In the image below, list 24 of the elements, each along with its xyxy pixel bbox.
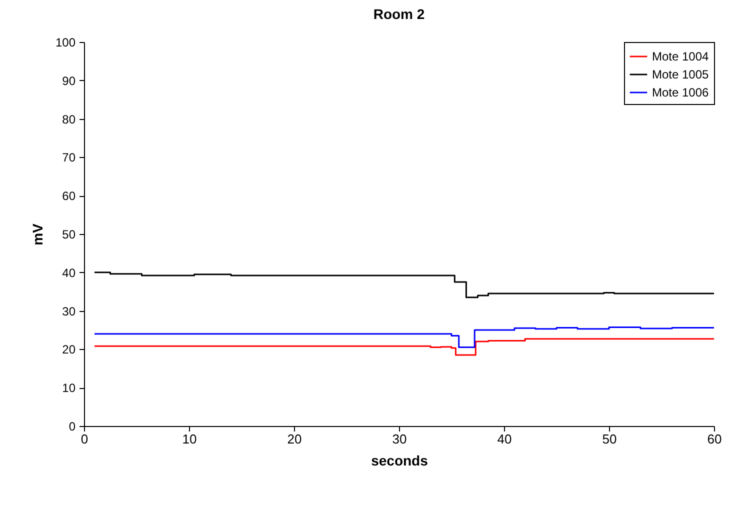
y-tick-label: 80 (62, 112, 76, 126)
y-tick-label: 20 (62, 342, 76, 357)
legend-label: Mote 1006 (652, 86, 710, 100)
x-axis-title: seconds (371, 452, 428, 468)
y-tick-label: 100 (55, 36, 76, 50)
x-tick-label: 50 (602, 432, 617, 446)
y-tick-label: 90 (62, 74, 76, 88)
y-tick-label: 40 (62, 266, 76, 280)
y-tick-label: 50 (62, 228, 76, 242)
y-tick-label: 10 (62, 381, 76, 396)
legend-label: Mote 1005 (652, 68, 710, 82)
x-tick-label: 30 (392, 432, 407, 446)
x-tick-label: 20 (287, 432, 302, 446)
y-axis-title: mV (29, 222, 46, 246)
y-tick-label: 60 (62, 189, 76, 204)
x-tick-label: 0 (80, 432, 88, 446)
chart-title: Room 2 (373, 6, 425, 22)
x-tick-label: 40 (497, 432, 512, 446)
legend-label: Mote 1004 (652, 50, 710, 64)
x-tick-label: 60 (707, 432, 722, 446)
y-tick-label: 0 (68, 420, 76, 434)
y-tick-label: 70 (62, 150, 76, 165)
y-tick-label: 30 (62, 304, 76, 318)
x-tick-label: 10 (182, 432, 197, 446)
